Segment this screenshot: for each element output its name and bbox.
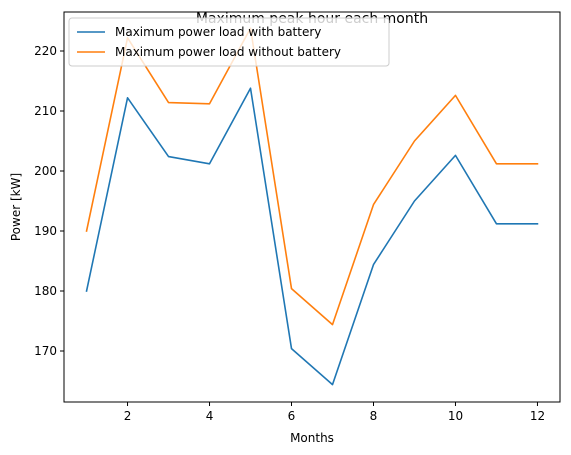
legend-label-1: Maximum power load with battery — [115, 25, 321, 39]
x-tick-label: 8 — [370, 409, 378, 423]
y-tick-label: 220 — [34, 44, 57, 58]
y-tick-label: 200 — [34, 164, 57, 178]
series-line-2 — [85, 27, 539, 326]
plot-layer — [85, 27, 539, 386]
x-tick-label: 12 — [530, 409, 545, 423]
x-tick-label: 6 — [288, 409, 296, 423]
legend-label-2: Maximum power load without battery — [115, 45, 341, 59]
legend-box — [68, 17, 390, 67]
x-tick-label: 10 — [448, 409, 463, 423]
y-tick-label: 180 — [34, 284, 57, 298]
y-tick-label: 210 — [34, 104, 57, 118]
x-tick-label: 4 — [206, 409, 214, 423]
x-axis-label: Months — [290, 431, 334, 445]
series-line-1 — [85, 87, 539, 386]
legend: Maximum power load with battery Maximum p… — [68, 17, 390, 67]
y-axis-ticks: 170 180 190 200 210 220 — [34, 44, 64, 358]
plot-frame — [63, 11, 561, 403]
y-tick-label: 170 — [34, 344, 57, 358]
y-axis-label: Power [kW] — [9, 173, 23, 241]
x-axis-ticks: 2 4 6 8 10 12 — [124, 402, 545, 423]
y-tick-label: 190 — [34, 224, 57, 238]
x-tick-label: 2 — [124, 409, 132, 423]
